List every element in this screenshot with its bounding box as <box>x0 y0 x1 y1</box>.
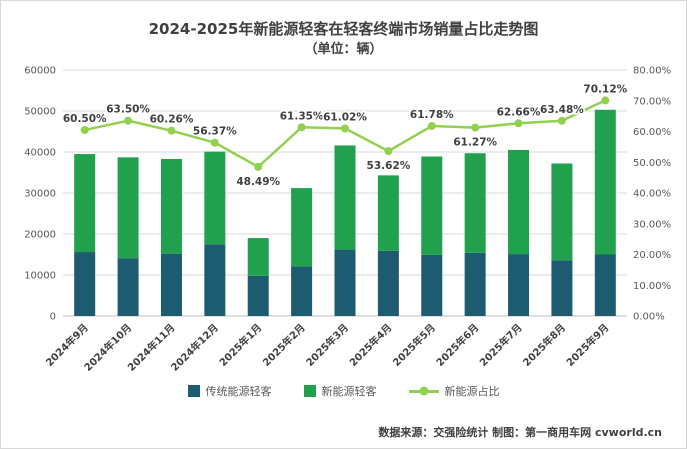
traditional-bar-segment <box>204 244 226 316</box>
new-energy-bar-segment <box>247 238 269 276</box>
traditional-bar-segment <box>594 254 616 316</box>
left-axis-tick: 40000 <box>24 148 56 159</box>
share-point-marker <box>254 162 263 171</box>
right-axis-tick: 10.00% <box>633 281 671 292</box>
legend-label-new-energy: 新能源轻客 <box>321 385 377 398</box>
chart-plot-area: 0 10000 20000 30000 40000 50000 60000 0.00% 10.0… <box>24 66 671 374</box>
new-energy-bar-segment <box>377 175 399 251</box>
left-axis-tick: 30000 <box>24 189 56 200</box>
new-energy-bar-segment <box>334 145 356 250</box>
x-axis-label: 2025年3月 <box>303 321 351 369</box>
share-point-marker <box>514 119 523 128</box>
share-point-marker <box>427 122 436 130</box>
legend-item-new-energy: 新能源轻客 <box>303 383 377 399</box>
x-axis-label: 2025年6月 <box>433 321 481 369</box>
share-point-marker <box>210 138 219 147</box>
right-axis-tick: 30.00% <box>633 219 671 230</box>
left-axis-tick: 10000 <box>24 271 56 282</box>
right-axis-tick: 70.00% <box>633 96 671 107</box>
left-axis-tick: 0 <box>50 312 56 323</box>
share-value-label: 62.66% <box>497 106 541 118</box>
legend: 传统能源轻客 新能源轻客 新能源占比 <box>1 378 686 404</box>
share-line-swatch-icon <box>408 386 439 396</box>
traditional-bar-segment <box>160 253 182 316</box>
new-energy-bar-segment <box>421 156 443 255</box>
traditional-bar-segment <box>421 254 443 316</box>
new-energy-bar-segment <box>464 153 486 253</box>
x-axis-label: 2025年5月 <box>390 321 438 369</box>
new-energy-bar-segment <box>117 157 139 259</box>
right-axis-tick: 0.00% <box>633 312 665 323</box>
right-axis-tick: 80.00% <box>633 66 671 77</box>
share-point-marker <box>384 147 393 156</box>
legend-item-traditional: 传统能源轻客 <box>187 383 272 399</box>
traditional-bar-segment <box>117 258 139 316</box>
share-value-label: 63.48% <box>540 104 584 116</box>
left-axis-tick: 20000 <box>24 230 56 241</box>
legend-label-share: 新能源占比 <box>444 385 500 398</box>
share-value-label: 63.50% <box>106 104 150 116</box>
share-point-marker <box>80 126 89 134</box>
share-dot-icon <box>419 386 428 396</box>
share-point-marker <box>167 126 176 135</box>
share-point-marker <box>601 96 610 105</box>
share-point-marker <box>341 124 349 133</box>
share-value-label: 61.35% <box>280 110 324 122</box>
right-axis-tick: 40.00% <box>633 189 671 200</box>
right-axis-tick: 20.00% <box>633 250 671 261</box>
x-axis-label: 2024年9月 <box>43 321 91 369</box>
share-point-marker <box>557 116 566 125</box>
share-value-label: 60.50% <box>63 113 107 125</box>
traditional-bar-segment <box>74 252 96 316</box>
traditional-bar-segment <box>377 250 399 316</box>
legend-item-share: 新能源占比 <box>408 383 500 399</box>
left-axis-tick: 60000 <box>24 66 56 77</box>
traditional-bar-segment <box>291 266 313 316</box>
chart-title: 2024-2025年新能源轻客在轻客终端市场销量占比走势图 <box>148 20 539 38</box>
x-axis-label: 2025年2月 <box>260 321 308 369</box>
share-value-label: 61.27% <box>453 137 497 149</box>
traditional-bar-segment <box>508 254 530 316</box>
left-axis-tick: 50000 <box>24 107 56 118</box>
traditional-bar-segment <box>247 275 269 316</box>
traditional-bar-segment <box>334 249 356 316</box>
share-value-label: 61.02% <box>323 111 367 123</box>
new-energy-bar-segment <box>291 188 313 267</box>
new-energy-bar-segment <box>551 163 573 261</box>
new-energy-bar-segment <box>160 158 182 254</box>
traditional-bar-segment <box>464 252 486 316</box>
traditional-bar-swatch-icon <box>187 385 200 397</box>
share-point-marker <box>124 116 133 125</box>
share-point-marker <box>297 123 306 132</box>
new-energy-bar-swatch-icon <box>303 385 316 397</box>
share-value-label: 61.78% <box>410 109 454 121</box>
share-value-label: 60.26% <box>150 114 194 126</box>
x-axis-label: 2025年7月 <box>477 321 525 369</box>
x-axis-label: 2025年8月 <box>520 321 568 369</box>
traditional-bar-segment <box>551 260 573 316</box>
right-axis-tick: 50.00% <box>633 158 671 169</box>
right-axis-tick: 60.00% <box>633 127 671 138</box>
legend-label-traditional: 传统能源轻客 <box>205 385 272 398</box>
share-point-marker <box>471 123 480 132</box>
chart-subtitle: （单位：辆） <box>304 42 383 57</box>
new-energy-bar-segment <box>74 154 96 253</box>
source-note: 数据来源：交强险统计 制图：第一商用车网 cvworld.cn <box>378 426 662 439</box>
new-energy-bar-segment <box>508 149 530 255</box>
share-value-label: 70.12% <box>583 83 627 95</box>
share-value-label: 48.49% <box>236 176 280 188</box>
x-axis-label: 2025年4月 <box>347 321 395 369</box>
x-axis-label: 2025年9月 <box>563 321 611 369</box>
new-energy-bar-segment <box>204 151 226 245</box>
x-axis-label: 2025年1月 <box>216 321 264 369</box>
new-energy-bar-segment <box>594 109 616 255</box>
share-value-label: 56.37% <box>193 126 237 138</box>
share-value-label: 53.62% <box>367 160 411 172</box>
